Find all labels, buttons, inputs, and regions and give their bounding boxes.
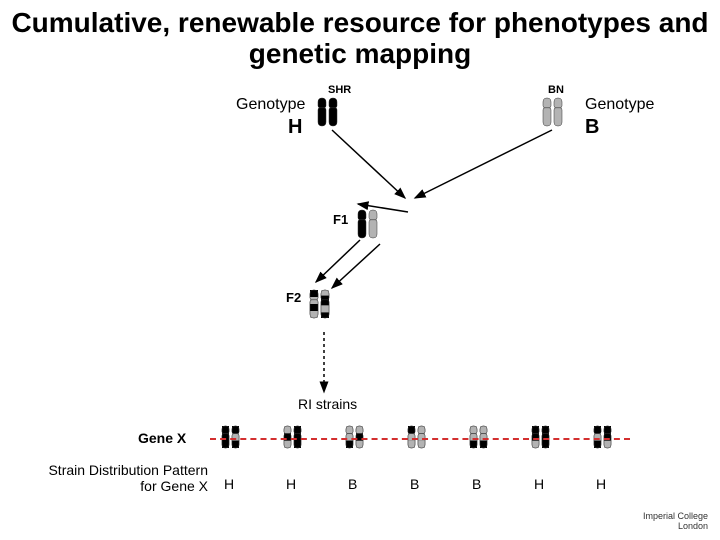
- sdp-value: H: [534, 476, 544, 492]
- sdp-value: B: [410, 476, 419, 492]
- sdp-value: B: [348, 476, 357, 492]
- sdp-value: B: [472, 476, 481, 492]
- gene-x-dashed-line: [210, 438, 630, 440]
- logo-line2: London: [643, 522, 708, 532]
- sdp-value: H: [596, 476, 606, 492]
- sdp-value: H: [224, 476, 234, 492]
- sdp-value: H: [286, 476, 296, 492]
- diagram-canvas: [0, 0, 720, 540]
- imperial-college-logo: Imperial College London: [643, 512, 708, 532]
